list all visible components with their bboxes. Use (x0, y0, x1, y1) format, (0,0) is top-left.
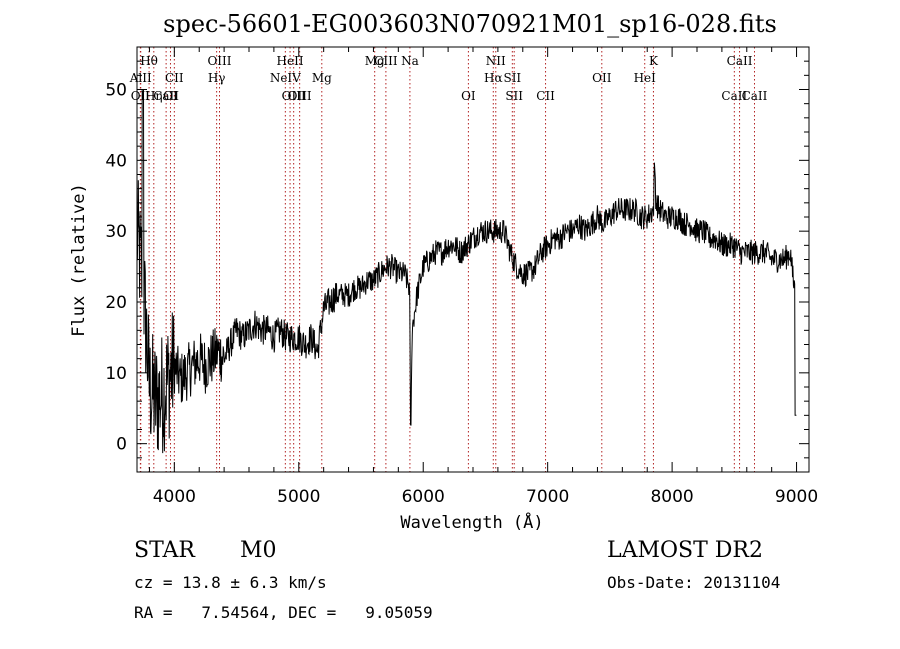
x-tick-label: 8000 (650, 487, 693, 507)
spectral-line-label: Na (401, 54, 419, 68)
y-tick-label: 0 (116, 435, 127, 455)
object-class: STAR (134, 538, 195, 563)
spectral-line-label: CaII (727, 54, 753, 68)
plot-frame (136, 46, 810, 473)
spectral-line-label: Mg (312, 71, 332, 85)
spectral-line-label: CaII (742, 89, 768, 103)
spectral-line-label: K (649, 54, 659, 68)
spectral-line-label: AlII (129, 71, 152, 85)
survey-label: LAMOST DR2 (607, 538, 763, 563)
spectral-line-label: NII (486, 54, 506, 68)
x-tick-label: 5000 (277, 487, 320, 507)
spectral-line-label: OIII (207, 54, 231, 68)
spectral-line-label: Hθ (140, 54, 158, 68)
spectral-line-label: Hη (145, 89, 163, 103)
spectral-line-label: NeIV (270, 71, 301, 85)
spectral-line-label: OII (592, 71, 612, 85)
y-tick-label: 50 (105, 81, 127, 101)
x-axis-label: Wavelength (Å) (400, 511, 543, 533)
redshift-line: cz = 13.8 ± 6.3 km/s (134, 573, 327, 592)
y-tick-label: 30 (105, 222, 127, 242)
coordinates-line: RA = 7.54564, DEC = 9.05059 (134, 603, 433, 622)
spectral-line-label: Mg (365, 54, 385, 68)
spectral-line-label: HeII (277, 54, 304, 68)
spectral-line-label: OIII (288, 89, 312, 103)
spectral-line-label: CII (536, 89, 555, 103)
object-subclass: M0 (240, 538, 277, 563)
spectral-line-label: HeI (634, 71, 657, 85)
spectral-line-label: CaII (721, 89, 747, 103)
spectrum-line (136, 89, 797, 454)
y-axis-label: Flux (relative) (69, 183, 89, 337)
y-tick-label: 20 (105, 293, 127, 313)
spectral-line-label: OI (461, 89, 476, 103)
spectral-line-label: OIII (282, 89, 306, 103)
spectrum-trace (136, 89, 797, 454)
y-axis-ticks: 0 10 20 30 40 50 (105, 60, 809, 459)
spectral-line-label: CIII (374, 54, 398, 68)
spectral-line-labels: HθAlIIOIIHηCaIIOICIIOIIIHγHeIINeIVOIIIOI… (129, 54, 768, 103)
chart-title: spec-56601-EG003603N070921M01_sp16-028.f… (163, 10, 777, 38)
x-tick-label: 9000 (775, 487, 818, 507)
spectral-line-label: OI (163, 89, 178, 103)
spectral-line-label: CII (165, 71, 184, 85)
spectral-line-label: SII (503, 71, 521, 85)
spectral-line-label: CaII (153, 89, 179, 103)
x-axis-ticks: 4000 5000 6000 7000 8000 9000 (148, 47, 818, 507)
spectral-line-markers (139, 47, 755, 472)
y-tick-label: 40 (105, 151, 127, 171)
x-tick-label: 7000 (526, 487, 569, 507)
spectral-line-label: OII (131, 89, 151, 103)
spectral-line-label: SII (505, 89, 523, 103)
spectral-line-label: Hα (484, 71, 503, 85)
obs-date: Obs-Date: 20131104 (607, 573, 781, 592)
x-tick-label: 6000 (402, 487, 445, 507)
x-tick-label: 4000 (153, 487, 196, 507)
y-tick-label: 10 (105, 364, 127, 384)
spectral-line-label: Hγ (208, 71, 226, 85)
